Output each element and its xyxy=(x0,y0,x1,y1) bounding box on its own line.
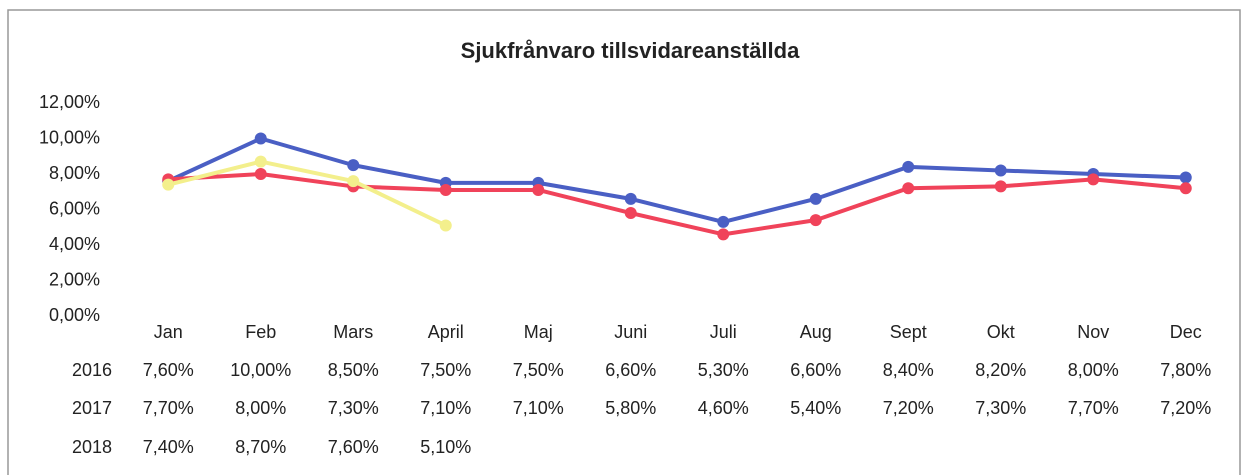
chart-border xyxy=(7,9,1241,475)
table-value: 7,20% xyxy=(883,398,934,418)
x-tick-label: Mars xyxy=(333,322,373,342)
x-tick-label: Aug xyxy=(800,322,832,342)
y-tick-label: 10,00% xyxy=(39,127,100,147)
table-value: 7,50% xyxy=(513,360,564,380)
table-value: 7,80% xyxy=(1160,360,1211,380)
point xyxy=(994,180,1007,193)
point xyxy=(1179,182,1192,195)
point xyxy=(347,175,360,188)
legend-label: 2018 xyxy=(72,437,112,457)
point xyxy=(1087,173,1100,186)
point xyxy=(902,160,915,173)
table-value: 7,60% xyxy=(143,360,194,380)
point xyxy=(162,178,175,191)
table-value: 7,20% xyxy=(1160,398,1211,418)
x-tick-label: Jan xyxy=(154,322,183,342)
chart-title: Sjukfrånvaro tillsvidareanställda xyxy=(461,38,800,63)
table-value: 4,60% xyxy=(698,398,749,418)
series-line xyxy=(168,172,1186,237)
series-line xyxy=(167,136,1186,224)
table-value: 7,30% xyxy=(328,398,379,418)
table-value: 8,20% xyxy=(975,360,1026,380)
point xyxy=(439,183,452,196)
point xyxy=(624,192,637,205)
table-value: 7,10% xyxy=(513,398,564,418)
point xyxy=(717,215,730,228)
x-tick-label: Nov xyxy=(1077,322,1109,342)
point xyxy=(994,164,1007,177)
table-value: 7,40% xyxy=(143,437,194,457)
table-value: 7,30% xyxy=(975,398,1026,418)
point xyxy=(717,228,730,241)
table-value: 7,60% xyxy=(328,437,379,457)
table-value: 5,80% xyxy=(605,398,656,418)
y-tick-label: 2,00% xyxy=(49,269,100,289)
table-value: 5,10% xyxy=(420,437,471,457)
x-tick-label: Dec xyxy=(1170,322,1202,342)
table-value: 8,50% xyxy=(328,360,379,380)
x-tick-label: Feb xyxy=(245,322,276,342)
y-tick-label: 0,00% xyxy=(49,305,100,325)
y-tick-label: 8,00% xyxy=(49,163,100,183)
x-tick-label: Maj xyxy=(524,322,553,342)
point xyxy=(254,168,267,180)
table-value: 5,40% xyxy=(790,398,841,418)
y-tick-label: 12,00% xyxy=(39,92,100,112)
table-value: 7,70% xyxy=(143,398,194,418)
table-value: 8,40% xyxy=(883,360,934,380)
table-value: 5,30% xyxy=(698,360,749,380)
point xyxy=(902,182,915,195)
point xyxy=(624,207,637,220)
x-tick-label: Juni xyxy=(614,322,647,342)
table-value: 8,00% xyxy=(1068,360,1119,380)
x-tick-label: April xyxy=(428,322,464,342)
x-tick-label: Juli xyxy=(710,322,737,342)
point xyxy=(532,183,545,196)
table-value: 10,00% xyxy=(230,360,291,380)
legend-label: 2017 xyxy=(72,398,112,418)
table-value: 7,10% xyxy=(420,398,471,418)
table-value: 7,70% xyxy=(1068,398,1119,418)
point xyxy=(439,219,452,232)
point xyxy=(1179,171,1192,184)
table-value: 7,50% xyxy=(420,360,471,380)
series-line xyxy=(167,159,447,228)
point xyxy=(254,132,267,145)
legend-label: 2016 xyxy=(72,360,112,380)
table-value: 6,60% xyxy=(790,360,841,380)
point xyxy=(809,214,822,227)
table-value: 6,60% xyxy=(605,360,656,380)
x-tick-label: Okt xyxy=(987,322,1015,342)
point xyxy=(254,155,267,168)
point xyxy=(809,192,822,205)
table-value: 8,70% xyxy=(235,437,286,457)
point xyxy=(347,159,360,172)
x-tick-label: Sept xyxy=(890,322,927,342)
table-value: 8,00% xyxy=(235,398,286,418)
y-tick-label: 6,00% xyxy=(49,198,100,218)
y-tick-label: 4,00% xyxy=(49,234,100,254)
